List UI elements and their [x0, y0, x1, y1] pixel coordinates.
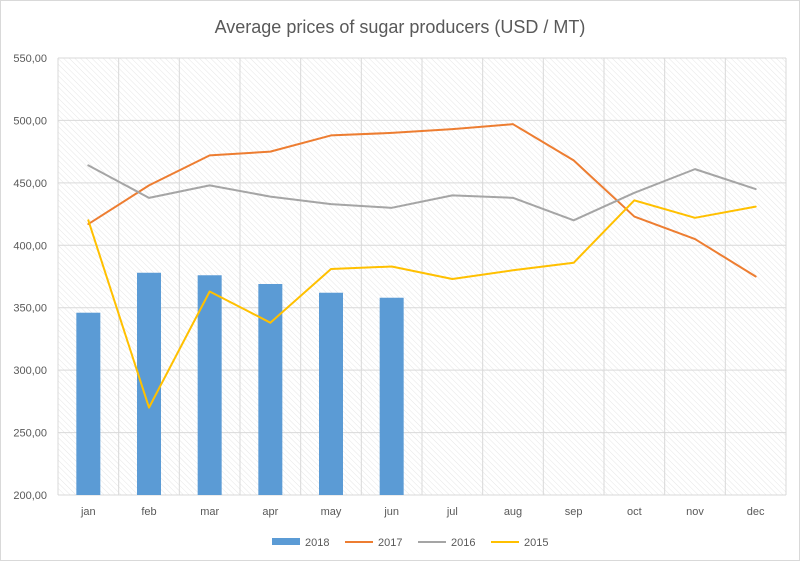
line-series-2015: [87, 199, 757, 409]
x-tick-label: jun: [383, 506, 399, 518]
legend-label-2016: 2016: [451, 537, 475, 549]
chart-title: Average prices of sugar producers (USD /…: [215, 17, 586, 37]
x-tick-label: feb: [141, 506, 156, 518]
y-tick-label: 400,00: [13, 240, 47, 252]
x-tick-label: jul: [446, 506, 458, 518]
line-series-2017: [87, 123, 757, 278]
y-tick-label: 550,00: [13, 53, 47, 65]
x-axis-tick-labels: jan feb mar apr may jun jul aug sep oct nov dec: [80, 506, 765, 518]
x-tick-label: jan: [80, 506, 96, 518]
legend: 2018 2017 2016 2015: [272, 537, 548, 549]
bar-2018-may: [319, 292, 343, 495]
line-series-2016: [87, 164, 757, 222]
x-tick-label: mar: [200, 506, 219, 518]
x-tick-label: nov: [686, 506, 704, 518]
y-tick-label: 500,00: [13, 115, 47, 127]
x-tick-label: may: [321, 506, 342, 518]
legend-label-2015: 2015: [524, 537, 548, 549]
x-tick-label: oct: [627, 506, 642, 518]
y-tick-label: 450,00: [13, 178, 47, 190]
y-tick-label: 350,00: [13, 303, 47, 315]
x-tick-label: sep: [565, 506, 583, 518]
x-tick-label: dec: [747, 506, 765, 518]
bar-2018-jan: [76, 312, 101, 495]
y-tick-label: 200,00: [13, 490, 47, 502]
y-axis-tick-labels: 200,00 250,00 300,00 350,00 400,00 450,00 500,…: [13, 53, 47, 502]
legend-swatch-2018: [272, 538, 300, 545]
x-tick-label: apr: [262, 506, 278, 518]
legend-label-2017: 2017: [378, 537, 402, 549]
bar-2018-mar: [197, 275, 222, 495]
bar-2018-jun: [379, 297, 404, 495]
y-tick-label: 250,00: [13, 428, 47, 440]
y-tick-label: 300,00: [13, 365, 47, 377]
line-series: [87, 123, 757, 409]
x-tick-label: aug: [504, 506, 522, 518]
gridlines: [57, 57, 787, 496]
legend-label-2018: 2018: [305, 537, 329, 549]
bar-series-2018: [76, 272, 404, 495]
